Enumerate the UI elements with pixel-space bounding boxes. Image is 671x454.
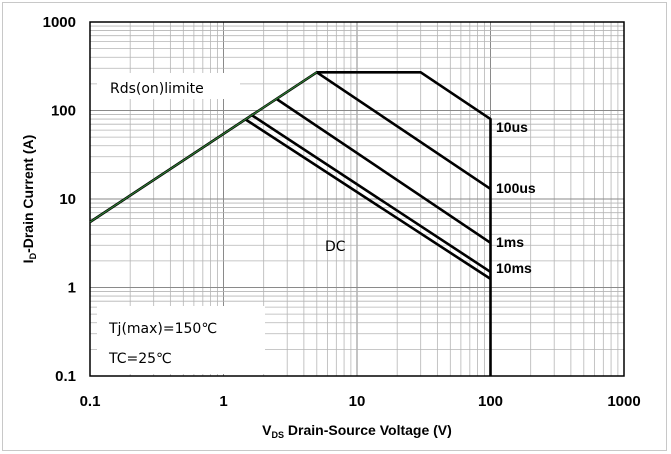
label-10ms: 10ms xyxy=(496,260,532,276)
y-tick-label: 1000 xyxy=(43,14,76,31)
x-label-main: V xyxy=(262,422,272,438)
label-100us: 100us xyxy=(496,180,536,196)
y-tick-label: 100 xyxy=(51,103,76,120)
series-line-DC xyxy=(244,118,492,280)
rds-label-box xyxy=(97,73,240,99)
y-tick-labels: 0.1 1 10 100 1000 xyxy=(43,14,76,385)
y-tick-label: 0.1 xyxy=(55,368,76,385)
x-tick-label: 1 xyxy=(219,393,227,410)
x-tick-label: 1000 xyxy=(607,393,640,410)
x-tick-labels: 0.1 1 10 100 1000 xyxy=(80,393,641,410)
x-tick-label: 10 xyxy=(349,393,366,410)
x-label-rest: Drain-Source Voltage (V) xyxy=(284,422,452,438)
tc-label: TC=25℃ xyxy=(108,351,172,367)
y-label-main: I xyxy=(20,259,36,263)
label-10us: 10us xyxy=(496,119,528,135)
series-line-1ms xyxy=(275,97,492,244)
dc-label: DC xyxy=(325,239,346,255)
conditions-box xyxy=(97,306,265,374)
tj-label: Tj(max)=150℃ xyxy=(108,321,217,337)
y-label-rest: -Drain Current (A) xyxy=(20,135,36,253)
x-tick-label: 0.1 xyxy=(80,393,101,410)
rds-limit-line xyxy=(89,71,318,223)
series-group xyxy=(89,71,492,376)
series-line-100us xyxy=(316,71,492,190)
plot-border xyxy=(89,21,625,377)
series-line-10ms xyxy=(250,113,492,273)
rds-label: Rds(on)limite xyxy=(110,81,204,97)
x-label-sub: DS xyxy=(272,430,285,440)
y-tick-label: 1 xyxy=(68,280,76,297)
y-axis-label: ID-Drain Current (A) xyxy=(20,135,38,264)
x-tick-label: 100 xyxy=(478,393,503,410)
y-tick-label: 10 xyxy=(59,191,76,208)
label-1ms: 1ms xyxy=(496,234,524,250)
x-axis-label: VDS Drain-Source Voltage (V) xyxy=(262,422,452,440)
y-label-sub: D xyxy=(28,252,38,259)
